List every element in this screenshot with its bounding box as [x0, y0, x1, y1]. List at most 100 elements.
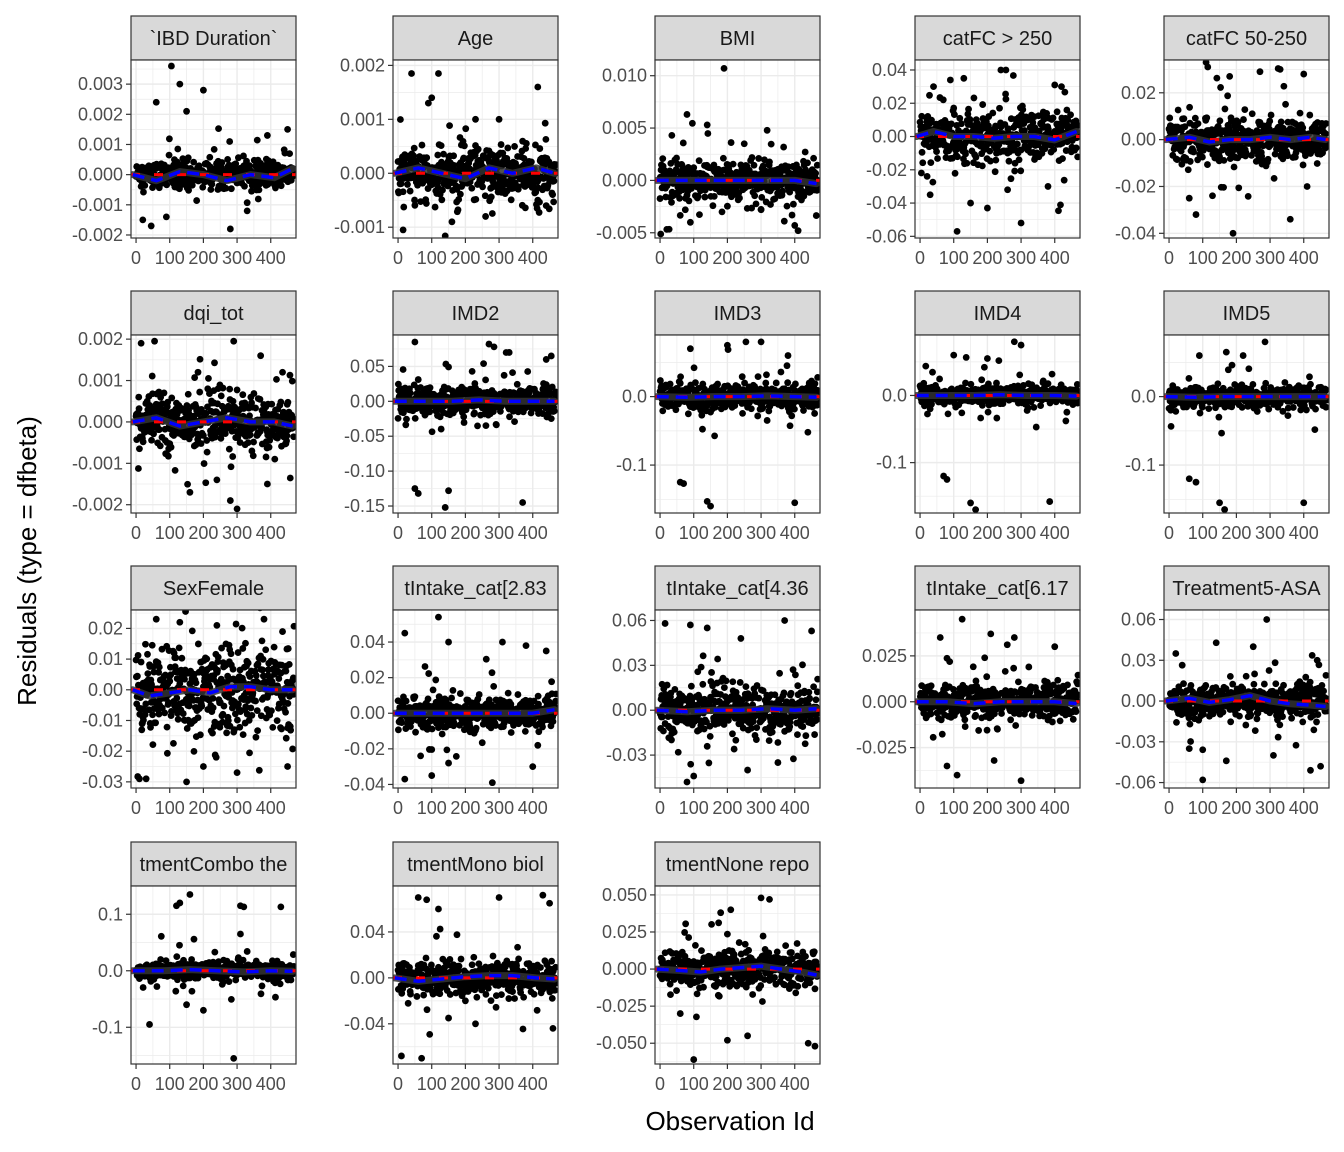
outlier-point [151, 337, 158, 345]
data-point [249, 452, 257, 460]
data-point [1021, 127, 1028, 134]
data-point [482, 376, 490, 384]
outlier-point [152, 98, 160, 106]
outlier-point [1017, 341, 1025, 349]
outlier-point [946, 76, 954, 84]
data-point [1040, 115, 1048, 123]
data-point [504, 144, 512, 152]
data-point [1277, 118, 1285, 126]
outlier-point [686, 218, 694, 226]
outlier-point [1010, 338, 1018, 346]
data-point [791, 405, 798, 413]
outlier-point [707, 502, 714, 510]
data-point [397, 116, 404, 123]
data-point [1284, 404, 1292, 412]
outlier-point [414, 490, 422, 497]
data-point [521, 204, 529, 212]
outlier-point [168, 62, 175, 70]
outlier-point [263, 480, 271, 488]
data-point [1216, 117, 1224, 125]
data-point [812, 212, 820, 219]
data-point [690, 164, 698, 172]
x-tick-label: 0 [915, 523, 925, 543]
y-tick-label: 0.0 [882, 385, 907, 405]
y-tick-label: -0.04 [866, 193, 907, 213]
data-point [1284, 152, 1291, 160]
data-point [226, 138, 234, 145]
x-tick-label: 200 [188, 523, 218, 543]
data-point [928, 116, 935, 124]
outlier-point [1286, 215, 1294, 223]
data-point [481, 192, 489, 200]
outlier-point [757, 206, 765, 214]
data-point [1013, 140, 1021, 148]
outlier-point [683, 111, 691, 118]
data-point [290, 433, 296, 441]
outlier-point [472, 115, 479, 123]
outlier-point [445, 487, 452, 495]
outlier-point [1017, 219, 1025, 227]
data-point [286, 474, 294, 482]
data-point [437, 425, 445, 433]
data-point [1074, 122, 1080, 129]
data-point [506, 413, 513, 421]
data-point [995, 357, 1003, 365]
data-point [549, 191, 557, 199]
y-tick-label: -0.001 [72, 195, 123, 215]
data-point [692, 379, 699, 387]
data-point [962, 138, 970, 146]
data-point [966, 116, 974, 123]
data-point [171, 466, 179, 474]
data-point [439, 186, 446, 194]
data-point [227, 463, 235, 471]
data-point [947, 120, 955, 128]
data-point [165, 151, 173, 159]
outlier-point [213, 476, 221, 484]
x-tick-label: 200 [450, 248, 480, 268]
data-point [918, 148, 926, 156]
data-point [1289, 404, 1297, 411]
x-tick-label: 200 [450, 523, 480, 543]
data-point [402, 421, 410, 429]
data-point [1186, 158, 1194, 165]
data-point [694, 192, 702, 200]
data-point [148, 436, 155, 444]
data-point [206, 153, 214, 161]
outlier-point [950, 351, 958, 359]
data-point [783, 202, 791, 210]
data-point [1173, 156, 1181, 163]
data-point [920, 379, 928, 387]
data-point [1074, 153, 1080, 161]
panel-border [392, 59, 559, 239]
data-point [991, 168, 999, 176]
data-point [193, 197, 201, 204]
data-point [758, 193, 766, 201]
outlier-point [943, 476, 951, 483]
outlier-point [441, 504, 449, 511]
data-point [751, 383, 759, 390]
data-point [698, 411, 706, 419]
facet-strip [1163, 290, 1330, 336]
facet-title: dqi_tot [183, 303, 243, 325]
data-point [704, 130, 712, 137]
data-point [150, 430, 157, 438]
data-point [256, 395, 264, 403]
data-point [766, 158, 773, 166]
data-point [812, 169, 820, 177]
data-point [804, 159, 811, 167]
data-point [271, 455, 279, 463]
data-point [225, 445, 233, 453]
data-point [811, 410, 819, 417]
smooth-lines [915, 391, 1080, 400]
data-point [710, 192, 718, 200]
data-point [666, 380, 674, 388]
outlier-point [972, 506, 980, 513]
y-tick-label: -0.1 [616, 455, 647, 475]
data-point [767, 201, 774, 208]
data-point [752, 200, 760, 208]
data-point [497, 141, 505, 148]
data-point [1186, 103, 1193, 111]
data-point [1024, 404, 1032, 412]
data-point [1196, 409, 1204, 417]
